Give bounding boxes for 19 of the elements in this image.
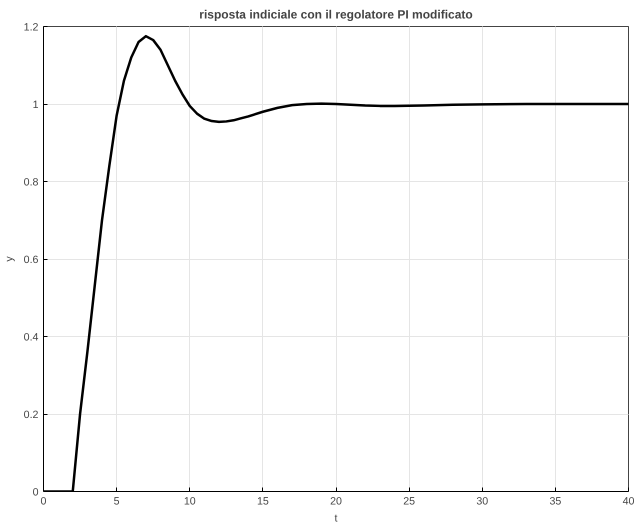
x-tick-label: 30 bbox=[476, 496, 488, 508]
x-axis-title: t bbox=[334, 512, 338, 524]
y-axis-title: y bbox=[4, 256, 16, 262]
x-tick-label: 15 bbox=[256, 496, 269, 508]
y-tick-label: 0.4 bbox=[24, 332, 39, 344]
x-tick-label: 10 bbox=[184, 496, 196, 508]
x-tick-label: 40 bbox=[622, 496, 634, 508]
x-tick-label: 25 bbox=[403, 496, 416, 508]
x-tick-label: 5 bbox=[114, 496, 120, 508]
y-tick-label: 0.6 bbox=[24, 254, 39, 266]
y-tick-label: 1 bbox=[32, 99, 39, 111]
x-tick-label: 0 bbox=[40, 496, 47, 508]
x-tick-label: 20 bbox=[330, 496, 342, 508]
y-tick-label: 0.2 bbox=[24, 409, 39, 421]
y-tick-label: 0 bbox=[32, 486, 39, 498]
chart-title: risposta indiciale con il regolatore PI modificato bbox=[199, 8, 473, 22]
y-tick-label: 0.8 bbox=[24, 176, 39, 188]
x-tick-label: 35 bbox=[549, 496, 562, 508]
y-tick-label: 1.2 bbox=[24, 22, 39, 34]
